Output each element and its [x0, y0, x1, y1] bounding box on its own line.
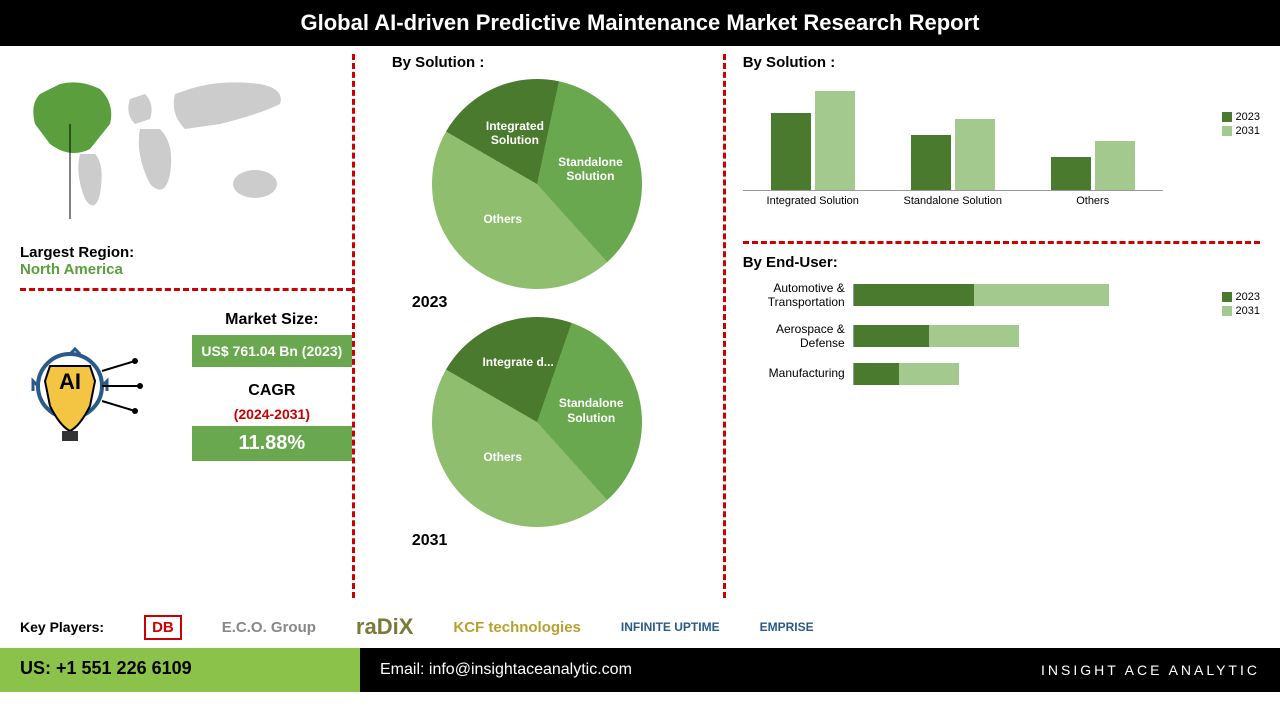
hbar-label: Aerospace & Defense: [743, 322, 853, 351]
cagr-label: CAGR: [192, 382, 352, 400]
legend-item: 2031: [1222, 125, 1260, 137]
bar-category-label: Others: [1023, 195, 1163, 207]
pie-year-label: 2023: [412, 294, 723, 312]
stats-block: Market Size: US$ 761.04 Bn (2023) CAGR (…: [192, 311, 352, 461]
footer: US: +1 551 226 6109 Email: info@insighta…: [0, 648, 1280, 692]
legend-item: 2031: [1222, 305, 1260, 317]
bar-category-label: Standalone Solution: [883, 195, 1023, 207]
logo-kcf: KCF technologies: [453, 619, 581, 636]
bar-group: Integrated Solution: [743, 81, 883, 207]
market-size-value: US$ 761.04 Bn (2023): [192, 335, 352, 367]
right-column: By Solution : 2023 2031 Integrated Soluti…: [723, 54, 1260, 598]
hbar-row: Manufacturing: [743, 363, 1260, 385]
pie-slice-label: Others: [463, 212, 543, 226]
divider-vertical-2: [723, 54, 726, 598]
pie-section-title: By Solution :: [392, 54, 723, 71]
hbar-segment: [929, 325, 1019, 347]
cagr-value: 11.88%: [192, 426, 352, 461]
logo-infinite: INFINITE UPTIME: [621, 620, 720, 634]
region-name: North America: [20, 261, 352, 278]
hbar-segment: [974, 284, 1109, 306]
svg-text:AI: AI: [59, 369, 81, 394]
key-players-label: Key Players:: [20, 619, 104, 635]
bar-chart-title: By Solution :: [743, 54, 1260, 71]
logo-emprise: EMPRISE: [760, 620, 814, 634]
left-column: Largest Region: North America AI Market …: [20, 54, 352, 598]
legend-item: 2023: [1222, 291, 1260, 303]
pie-slice-label: Integrate d...: [478, 355, 558, 369]
bar: [955, 119, 995, 191]
hbar-chart-legend: 2023 2031: [1222, 291, 1260, 319]
bar-group: Others: [1023, 81, 1163, 207]
bar: [1095, 141, 1135, 191]
footer-phone: US: +1 551 226 6109: [0, 648, 360, 692]
hbar-label: Automotive & Transportation: [743, 281, 853, 310]
footer-email-bar: Email: info@insightaceanalytic.com INSIG…: [360, 648, 1280, 692]
hbar-segment: [854, 325, 929, 347]
bar-category-label: Integrated Solution: [743, 195, 883, 207]
pie-slice-label: Standalone Solution: [551, 396, 631, 425]
world-map: [20, 64, 300, 224]
footer-email: Email: info@insightaceanalytic.com: [380, 661, 632, 679]
footer-brand: INSIGHT ACE ANALYTIC: [1041, 662, 1260, 678]
bar-group: Standalone Solution: [883, 81, 1023, 207]
main-content: Largest Region: North America AI Market …: [0, 46, 1280, 606]
hbar-chart-title: By End-User:: [743, 254, 1260, 271]
hbar-segment: [899, 363, 959, 385]
hbar-segment: [854, 363, 899, 385]
bar: [1051, 157, 1091, 190]
hbar-chart: 2023 2031 Automotive & Transportation Aero…: [743, 281, 1260, 385]
divider-horizontal-2: [743, 241, 1260, 244]
logo-radix: raDiX: [356, 614, 413, 640]
pie-charts-area: Integrated Solution Standalone Solution Ot…: [352, 79, 723, 550]
bar: [815, 91, 855, 190]
hbar-label: Manufacturing: [743, 366, 853, 380]
bar: [911, 135, 951, 190]
ai-icon: AI: [20, 331, 150, 461]
bar-chart-legend: 2023 2031: [1222, 111, 1260, 139]
pie-year-label: 2031: [412, 532, 723, 550]
market-size-label: Market Size:: [192, 311, 352, 329]
center-column: By Solution : Integrated Solution Standal…: [352, 54, 723, 598]
logo-db: DB: [144, 615, 182, 640]
pie-slice-label: Others: [463, 450, 543, 464]
hbar-row: Aerospace & Defense: [743, 322, 1260, 351]
pie-slice-label: Standalone Solution: [550, 155, 630, 184]
divider-horizontal: [20, 288, 352, 291]
legend-item: 2023: [1222, 111, 1260, 123]
pie-chart: Integrated Solution Standalone Solution Ot…: [432, 79, 642, 289]
bar: [771, 113, 811, 190]
pie-slice-label: Integrated Solution: [475, 119, 555, 148]
region-label: Largest Region:: [20, 244, 352, 261]
bar-chart: 2023 2031 Integrated SolutionStandalone S…: [743, 81, 1260, 221]
pie-chart: Integrate d... Standalone Solution Others: [432, 317, 642, 527]
page-title: Global AI-driven Predictive Maintenance …: [0, 0, 1280, 46]
hbar-row: Automotive & Transportation: [743, 281, 1260, 310]
cagr-period: (2024-2031): [192, 406, 352, 422]
hbar-segment: [854, 284, 974, 306]
divider-vertical-1: [352, 54, 355, 598]
key-players-row: Key Players: DB E.C.O. Group raDiX KCF t…: [0, 606, 1280, 648]
logo-eco: E.C.O. Group: [222, 619, 316, 636]
